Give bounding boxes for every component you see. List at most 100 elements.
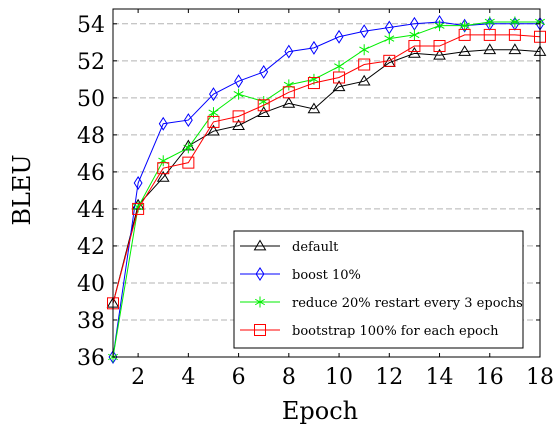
y-tick-label: 38: [77, 309, 105, 334]
data-point: [156, 170, 170, 182]
y-tick-label: 52: [77, 50, 105, 75]
legend-marker: [253, 239, 267, 251]
marker-stroke: [384, 35, 395, 42]
data-point: [508, 43, 522, 55]
data-point: [333, 71, 346, 84]
marker-stroke: [233, 90, 244, 98]
data-point: [284, 44, 294, 59]
data-point: [358, 58, 371, 71]
x-tick-label: 18: [526, 365, 553, 390]
data-point: [157, 162, 170, 175]
series-lines: [106, 14, 547, 364]
data-point: [283, 79, 294, 91]
marker-stroke: [434, 22, 445, 29]
series-line: [112, 34, 541, 304]
data-point: [234, 74, 244, 89]
data-point: [508, 28, 521, 41]
legend-label: bootstrap 100% for each epoch: [292, 324, 499, 339]
data-point: [307, 77, 320, 90]
x-tick-label: 14: [426, 365, 454, 390]
data-point: [458, 28, 471, 41]
data-point: [132, 202, 145, 215]
data-point: [357, 74, 371, 86]
y-tick-label: 54: [77, 13, 105, 38]
data-point: [359, 44, 370, 56]
legend-marker: [254, 324, 266, 336]
y-tick-label: 40: [77, 272, 105, 297]
marker-stroke: [409, 31, 420, 39]
marker-stroke: [359, 46, 370, 53]
x-tick-label: 2: [131, 365, 145, 390]
data-point: [209, 87, 218, 102]
data-point: [158, 155, 169, 167]
data-point: [257, 99, 270, 112]
data-point: [408, 46, 421, 58]
data-point: [483, 43, 497, 55]
data-point: [332, 80, 346, 92]
data-point: [409, 29, 420, 41]
data-point: [484, 16, 495, 28]
legend-item: default: [240, 239, 339, 255]
series-bootstrap-100-for-each-epoch: [107, 28, 546, 310]
marker-stroke: [459, 22, 470, 29]
data-point: [183, 113, 193, 128]
marker-stroke: [509, 18, 520, 26]
y-tick-label: 42: [77, 235, 105, 260]
marker-stroke: [183, 144, 194, 152]
data-point: [233, 88, 244, 100]
plot-frame: [112, 8, 541, 358]
axis-ticks: [113, 9, 541, 358]
data-point: [282, 86, 295, 99]
legend-marker: [255, 267, 265, 281]
marker-stroke: [208, 109, 219, 116]
data-point: [408, 40, 421, 53]
x-axis-title: Epoch: [282, 397, 358, 425]
data-point: [282, 96, 296, 108]
y-tick-label: 44: [77, 198, 105, 223]
data-point: [309, 40, 319, 55]
legend: default boost 10% reduce 20% restart every…: [233, 230, 524, 349]
x-tick-label: 16: [476, 365, 504, 390]
legend-label: boost 10%: [292, 268, 361, 283]
series-default: [106, 43, 547, 308]
marker-stroke: [334, 63, 345, 70]
marker-stroke: [484, 18, 495, 26]
legend-box: [233, 230, 524, 349]
x-tick-label: 6: [232, 365, 246, 390]
legend-item: boost 10%: [240, 267, 361, 283]
data-point: [433, 48, 446, 60]
series-line: [112, 49, 541, 304]
data-point: [383, 54, 396, 67]
legend-marker: [254, 296, 266, 308]
x-tick-label: 8: [282, 365, 296, 390]
data-point: [483, 28, 496, 41]
legend-item: reduce 20% restart every 3 epochs: [240, 296, 523, 311]
data-point: [334, 29, 344, 44]
data-point: [307, 102, 321, 114]
data-point: [133, 176, 143, 190]
legend-item: bootstrap 100% for each epoch: [240, 324, 499, 339]
data-point: [509, 16, 520, 28]
y-tick-label: 46: [77, 161, 105, 186]
data-point: [359, 24, 369, 39]
marker-stroke: [254, 298, 266, 306]
data-point: [183, 142, 194, 154]
data-point: [384, 33, 395, 45]
data-point: [182, 156, 195, 169]
data-point: [257, 106, 271, 118]
marker-stroke: [133, 203, 144, 211]
y-tick-label: 50: [77, 87, 105, 112]
y-tick-label: 48: [77, 124, 105, 149]
x-tick-label: 4: [181, 365, 195, 390]
data-point: [158, 116, 168, 131]
legend-label: default: [292, 240, 339, 255]
x-tick-label: 10: [325, 365, 353, 390]
data-point: [232, 119, 245, 130]
data-point: [334, 60, 345, 72]
data-point: [433, 40, 446, 53]
data-point: [458, 45, 472, 56]
data-point: [232, 110, 245, 123]
data-point: [207, 115, 220, 128]
